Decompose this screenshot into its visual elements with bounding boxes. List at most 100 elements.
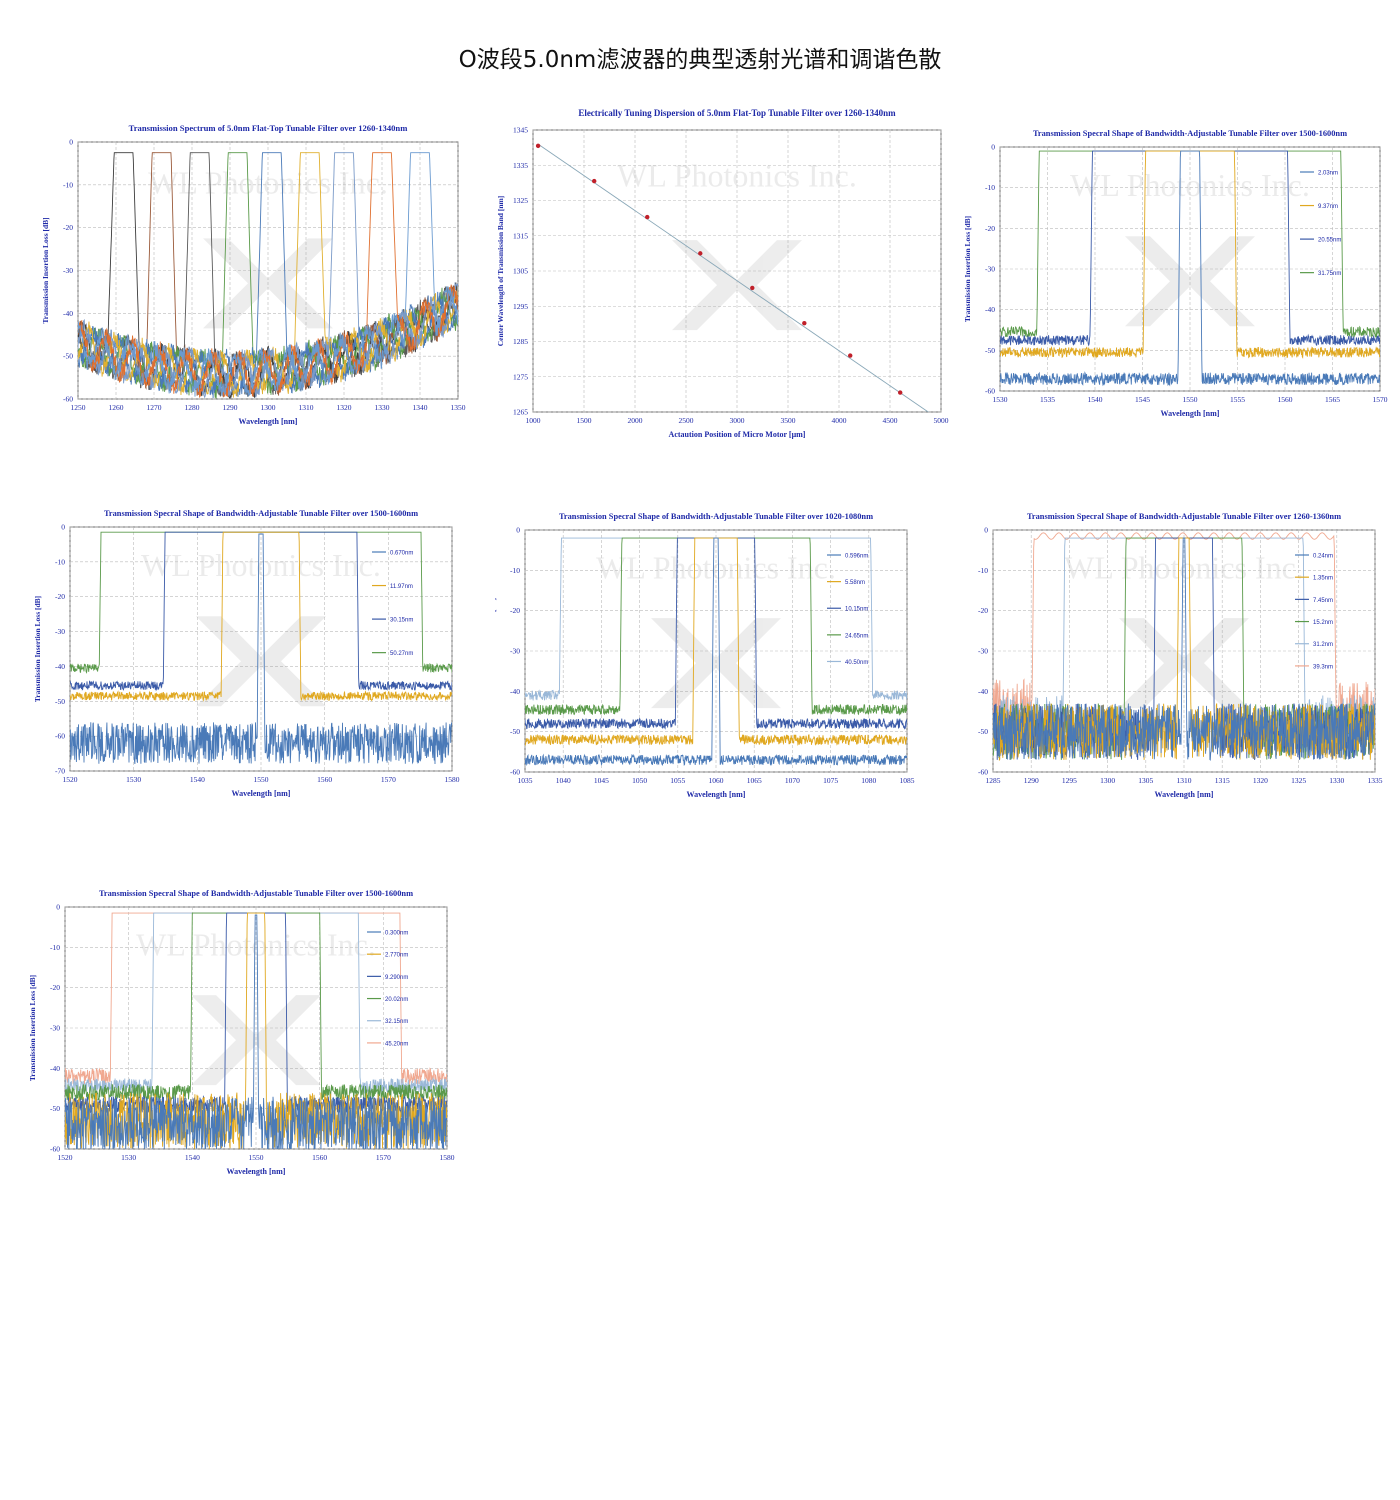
x-tick-label: 1520 <box>63 775 78 784</box>
y-tick-label: -50 <box>55 697 65 706</box>
y-tick-label: 1335 <box>513 161 528 170</box>
y-axis-label: Transmission Insertion Loss [dB] <box>33 596 42 702</box>
chart-transmission-spectrum-o-band: Transmission Spectrum of 5.0nm Flat-Top … <box>30 120 470 430</box>
x-tick-label: 1260 <box>109 403 124 412</box>
watermark-text: WL Photonics Inc. <box>141 547 381 583</box>
watermark-logo <box>1125 236 1255 327</box>
plot-series-group <box>1000 150 1380 387</box>
x-axis-label: Wavelength [nm] <box>687 790 746 799</box>
y-tick-label: -50 <box>63 352 73 361</box>
x-tick-label: 1560 <box>317 775 332 784</box>
legend-label: 15.2nm <box>1313 620 1333 626</box>
chart-bandwidth-adjustable-1520-1580: Transmission Specral Shape of Bandwidth-… <box>30 505 465 810</box>
series-line <box>993 532 1375 736</box>
x-tick-label: 1530 <box>993 395 1008 404</box>
chart-svg: Transmission Specral Shape of Bandwidth-… <box>978 512 1383 799</box>
legend-label: 20.55nm <box>1318 238 1341 244</box>
x-tick-label: 1330 <box>1329 776 1344 785</box>
y-tick-label: -30 <box>510 647 520 656</box>
y-tick-label: -20 <box>978 606 988 615</box>
chart-title: Transmission Spectrum of 5.0nm Flat-Top … <box>129 123 409 133</box>
x-tick-label: 1570 <box>381 775 396 784</box>
y-tick-label: -60 <box>55 732 65 741</box>
series-line <box>1000 150 1380 387</box>
x-tick-label: 2000 <box>628 416 643 425</box>
data-point <box>802 320 807 326</box>
y-tick-label: -50 <box>985 346 995 355</box>
x-tick-label: 1270 <box>147 403 162 412</box>
x-tick-label: 1520 <box>58 1153 73 1162</box>
legend-label: 20.02nm <box>385 997 408 1003</box>
x-tick-label: 1570 <box>1373 395 1388 404</box>
y-tick-label: -60 <box>510 768 520 777</box>
legend-label: 0.670nm <box>390 551 413 557</box>
x-tick-label: 1285 <box>986 776 1001 785</box>
watermark-text: WL Photonics Inc. <box>1064 549 1304 585</box>
x-tick-label: 1070 <box>785 776 800 785</box>
y-tick-label: -30 <box>55 627 65 636</box>
x-tick-label: 1545 <box>1135 395 1150 404</box>
x-tick-label: 1580 <box>440 1153 455 1162</box>
legend-label: 7.45nm <box>1313 598 1333 604</box>
x-tick-label: 1580 <box>445 775 460 784</box>
x-tick-label: 4500 <box>883 416 898 425</box>
legend-label: 10.15nm <box>845 607 868 613</box>
x-axis-label: Wavelength [nm] <box>239 417 298 426</box>
x-tick-label: 1300 <box>261 403 276 412</box>
chart-tuning-dispersion: Electrically Tuning Dispersion of 5.0nm … <box>495 105 955 445</box>
watermark-logo <box>191 995 321 1086</box>
series-line <box>65 912 447 1149</box>
legend-label: 40.50nm <box>845 660 868 666</box>
x-tick-label: 1040 <box>556 776 571 785</box>
chart-title: Transmission Specral Shape of Bandwidth-… <box>104 509 418 518</box>
legend-label: 39.3nm <box>1313 664 1333 670</box>
y-tick-label: 1285 <box>513 337 528 346</box>
y-tick-label: -50 <box>510 727 520 736</box>
y-tick-label: 1265 <box>513 408 528 417</box>
x-tick-label: 1500 <box>577 416 592 425</box>
x-tick-label: 1250 <box>71 403 86 412</box>
x-tick-label: 1530 <box>121 1153 136 1162</box>
watermark-logo <box>651 618 781 709</box>
series-line <box>993 537 1375 761</box>
y-tick-label: -60 <box>978 768 988 777</box>
legend-label: 1.35nm <box>1313 576 1333 582</box>
x-tick-label: 1085 <box>900 776 915 785</box>
legend-label: 2.03nm <box>1318 171 1338 177</box>
x-tick-label: 1280 <box>185 403 200 412</box>
x-tick-label: 1340 <box>413 403 428 412</box>
data-point <box>750 285 755 291</box>
chart-title: Electrically Tuning Dispersion of 5.0nm … <box>578 108 896 118</box>
page-title: O波段5.0nm滤波器的典型透射光谱和调谐色散 <box>458 47 942 73</box>
x-tick-label: 1305 <box>1138 776 1153 785</box>
x-tick-label: 1320 <box>1253 776 1268 785</box>
legend-label: 9.37nm <box>1318 204 1338 210</box>
series-line <box>70 533 452 765</box>
chart-title: Transmission Specral Shape of Bandwidth-… <box>1033 129 1347 138</box>
x-tick-label: 1550 <box>249 1153 264 1162</box>
y-tick-label: -60 <box>50 1145 60 1154</box>
x-tick-label: 1320 <box>337 403 352 412</box>
series-line <box>78 152 458 399</box>
x-tick-label: 3000 <box>730 416 745 425</box>
plot-series-group <box>65 912 447 1149</box>
chart-bandwidth-adjustable-1520-1580-b: Transmission Specral Shape of Bandwidth-… <box>30 885 460 1190</box>
x-axis-label: Wavelength [nm] <box>1161 409 1220 418</box>
series-line <box>65 914 447 1149</box>
legend-label: 2.770nm <box>385 953 408 959</box>
x-tick-label: 4000 <box>832 416 847 425</box>
y-tick-label: -40 <box>55 662 65 671</box>
data-point <box>898 390 903 395</box>
watermark-text: WL Photonics Inc. <box>136 926 376 962</box>
x-tick-label: 1530 <box>126 775 141 784</box>
y-axis-label: Center Wavelength of Transmission Band [… <box>496 196 505 347</box>
x-tick-label: 1325 <box>1291 776 1306 785</box>
y-tick-label: -50 <box>978 727 988 736</box>
chart-svg: Transmission Specral Shape of Bandwidth-… <box>495 512 915 799</box>
legend-label: 50.27nm <box>390 651 413 657</box>
plot-series-group <box>525 537 907 767</box>
x-tick-label: 1555 <box>1230 395 1245 404</box>
y-tick-label: -40 <box>510 687 520 696</box>
y-axis-label: Transmission Insertion Loss [dB] <box>30 975 37 1081</box>
y-tick-label: 0 <box>516 526 520 535</box>
